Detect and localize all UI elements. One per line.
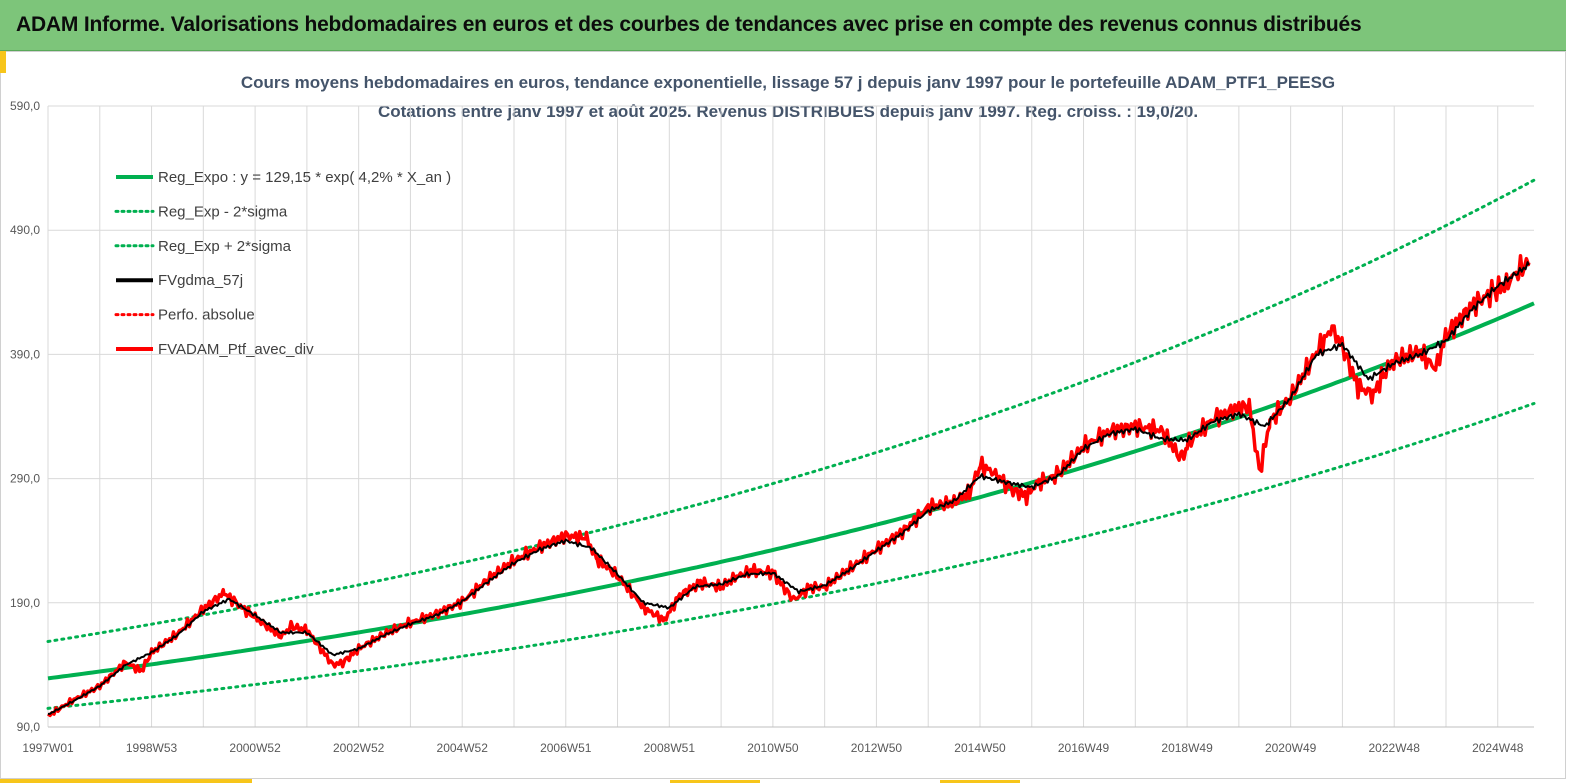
x-tick-label: 2000W52 [229, 741, 281, 755]
header-banner: ADAM Informe. Valorisations hebdomadaire… [0, 0, 1566, 51]
y-tick-label: 490,0 [10, 223, 40, 237]
x-tick-label: 1997W01 [22, 741, 74, 755]
x-tick-label: 2016W49 [1058, 741, 1110, 755]
y-tick-label: 190,0 [10, 596, 40, 610]
chart-title-line-2: Cotations entre janv 1997 et août 2025. … [378, 102, 1198, 121]
y-tick-label: 90,0 [17, 720, 41, 734]
x-tick-label: 2010W50 [747, 741, 799, 755]
accent-bar-bottom [0, 779, 252, 783]
legend-item-label: Perfo. absolue [158, 307, 255, 324]
legend-item-label: Reg_Exp + 2*sigma [158, 238, 292, 255]
accent-bar-bottom-mid-2 [940, 780, 1020, 783]
legend-item-label: FVADAM_Ptf_avec_div [158, 341, 314, 358]
x-tick-label: 2022W48 [1369, 741, 1421, 755]
y-tick-label: 590,0 [10, 99, 40, 113]
accent-bar-bottom-mid [670, 780, 760, 783]
legend: Reg_Expo : y = 129,15 * exp( 4,2% * X_an… [114, 169, 451, 358]
x-tick-label: 2018W49 [1161, 741, 1213, 755]
series [46, 178, 1536, 718]
y-tick-label: 290,0 [10, 472, 40, 486]
x-tick-label: 2014W50 [954, 741, 1006, 755]
x-tick-label: 2004W52 [437, 741, 489, 755]
x-tick-label: 1998W53 [126, 741, 178, 755]
y-tick-label: 390,0 [10, 347, 40, 361]
grid [47, 105, 1534, 728]
x-tick-label: 2012W50 [851, 741, 903, 755]
reg-exp-minus-2sigma-line [46, 402, 1536, 710]
page-title: ADAM Informe. Valorisations hebdomadaire… [16, 13, 1362, 36]
chart-title-line-1: Cours moyens hebdomadaires en euros, ten… [241, 73, 1335, 92]
reg-exp-plus-2sigma-line [46, 178, 1536, 643]
legend-item-label: Reg_Exp - 2*sigma [158, 203, 288, 220]
fv-gdma-57j-line [47, 261, 1530, 715]
x-tick-label: 2024W48 [1472, 741, 1524, 755]
chart-frame [0, 51, 1566, 779]
x-tick-label: 2006W51 [540, 741, 592, 755]
x-tick-label: 2008W51 [644, 741, 696, 755]
axes: 590,0 490,0 390,0 290,0 190,0 90,0 1997W01 1998… [10, 99, 1534, 755]
x-tick-label: 2002W52 [333, 741, 385, 755]
x-tick-label: 2020W49 [1265, 741, 1317, 755]
accent-bar-left [0, 51, 6, 73]
legend-item-label: FVgdma_57j [158, 272, 243, 289]
legend-item-label: Reg_Expo : y = 129,15 * exp( 4,2% * X_an… [158, 169, 451, 186]
